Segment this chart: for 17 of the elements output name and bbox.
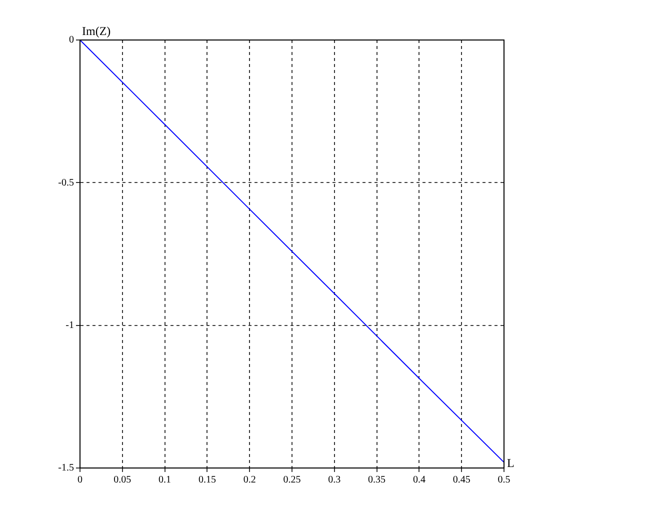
y-tick-label: -0.5 [58,177,74,188]
x-tick-label: 0.05 [114,474,132,486]
y-tick-label: -1 [66,320,74,331]
y-axis-title: Im(Z) [82,24,111,38]
x-tick-label: 0.2 [243,474,256,486]
x-tick-label: 0.4 [412,474,426,486]
x-tick-label: 0.1 [158,474,172,486]
x-tick-label: 0.3 [328,474,341,486]
x-tick-label: 0 [78,474,82,486]
x-tick-label: 0.25 [283,474,301,486]
x-axis-title: L [507,456,514,470]
x-tick-label: 0.35 [368,474,386,486]
y-tick-label: 0 [69,34,74,46]
x-tick-label: 0.45 [452,474,470,486]
y-tick-label: -1.5 [58,462,74,474]
x-tick-label: 0.5 [498,474,510,486]
x-tick-label: 0.15 [198,474,216,486]
